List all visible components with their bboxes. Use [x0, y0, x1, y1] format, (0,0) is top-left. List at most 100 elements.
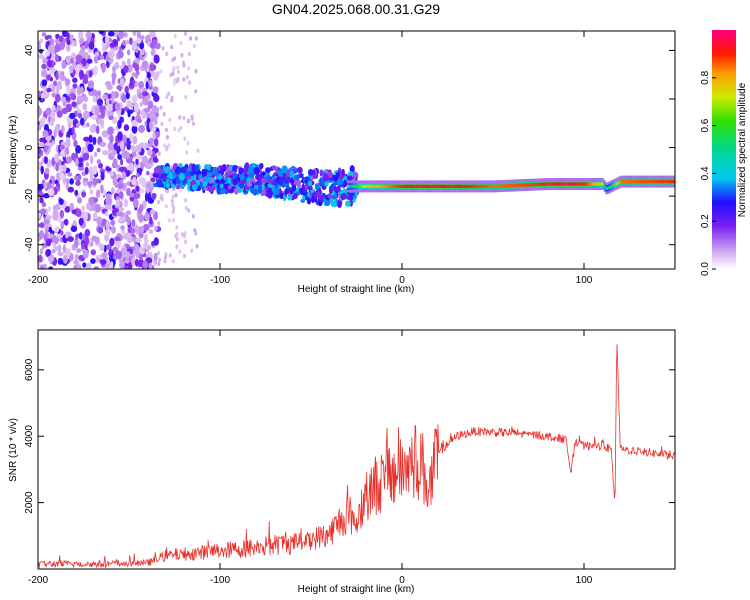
spectrogram-cell — [246, 182, 253, 187]
snr-y-tick-label: 6000 — [24, 358, 35, 381]
spectrogram-cell — [139, 246, 144, 255]
spectrogram-cell — [46, 74, 52, 81]
spectrogram-cell — [89, 173, 94, 183]
spectrogram-cell — [115, 199, 120, 207]
spectrogram-cell — [428, 184, 431, 188]
spectrogram-cell — [149, 110, 156, 119]
spectrogram-cell — [101, 150, 109, 156]
spectrogram-cell — [609, 185, 612, 189]
spectrogram-cell — [622, 180, 625, 184]
spectrogram-cell — [137, 92, 143, 99]
spectrogram-cell — [83, 110, 90, 119]
spectrogram-cell — [354, 184, 357, 188]
spectrogram-cell — [179, 172, 185, 181]
spectrogram-x-tick-label: -200 — [28, 275, 48, 286]
spectrogram-cell — [178, 115, 182, 120]
spectrogram-cell — [599, 182, 601, 186]
spectrogram-cell — [542, 182, 545, 186]
spectrogram-cell — [506, 184, 508, 188]
spectrogram-cell — [41, 63, 47, 70]
spectrogram-cell — [105, 98, 110, 106]
spectrogram-cell — [74, 175, 79, 181]
spectrogram-cell — [458, 184, 460, 188]
spectrogram-cell — [111, 75, 116, 86]
spectrogram-cell — [195, 244, 199, 249]
spectrogram-cell — [126, 49, 131, 56]
spectrogram-cell — [69, 112, 76, 120]
spectrogram-cell — [109, 134, 114, 143]
spectrogram-cell — [131, 219, 136, 228]
spectrogram-cell — [170, 44, 174, 50]
spectrogram-cell — [107, 110, 114, 116]
spectrogram-cell — [244, 163, 250, 171]
spectrogram-cell — [86, 202, 92, 211]
spectrogram-cell — [184, 198, 188, 203]
spectrogram-cell — [184, 205, 188, 211]
spectrogram-cell — [176, 65, 180, 70]
spectrogram-cell — [105, 167, 112, 172]
spectrogram-cell — [156, 179, 163, 187]
spectrogram-cell — [72, 219, 77, 227]
spectrogram-cell — [322, 173, 330, 182]
spectrogram-cell — [664, 180, 667, 184]
spectrogram-cell — [342, 188, 348, 194]
spectrogram-cell — [44, 167, 50, 175]
colorbar-tick-label: 0.8 — [700, 70, 711, 84]
spectrogram-cell — [127, 111, 131, 118]
spectrogram-cell — [172, 67, 175, 73]
spectrogram-cell — [65, 177, 70, 186]
spectrogram-cell — [81, 191, 86, 198]
spectrogram-cell — [192, 43, 196, 49]
spectrogram-cell — [84, 236, 90, 246]
spectrogram-cell — [350, 184, 352, 188]
spectrogram-cell — [190, 248, 194, 253]
spectrogram-cell — [471, 184, 473, 188]
spectrogram-cell — [635, 180, 638, 184]
spectrogram-cell — [74, 189, 79, 196]
spectrogram-cell — [96, 125, 100, 135]
spectrogram-cell — [166, 135, 169, 140]
spectrogram-cell — [176, 69, 180, 75]
spectrogram-cell — [65, 55, 72, 65]
spectrogram-cell — [129, 162, 134, 172]
spectrogram-cell — [142, 260, 149, 269]
spectrogram-cell — [573, 182, 575, 186]
spectrogram-cell — [70, 225, 78, 232]
spectrogram-cell — [94, 107, 100, 116]
spectrogram-cell — [335, 185, 341, 193]
spectrogram-cell — [138, 176, 146, 185]
spectrogram-cell — [564, 182, 566, 186]
spectrogram-cell — [108, 248, 113, 254]
spectrogram-cell — [117, 183, 124, 189]
spectrogram-cell — [202, 180, 207, 188]
spectrogram-cell — [55, 43, 60, 53]
spectrogram-cell — [510, 184, 513, 188]
spectrogram-cell — [461, 184, 463, 188]
spectrogram-cell — [73, 260, 79, 265]
spectrogram-cell — [164, 204, 168, 209]
spectrogram-cell — [49, 38, 55, 45]
spectrogram-cell — [61, 107, 68, 115]
spectrogram-cell — [318, 201, 322, 206]
spectrogram-cell — [602, 182, 604, 186]
spectrogram-cell — [248, 171, 255, 179]
spectrogram-cell — [184, 95, 188, 100]
spectrogram-cell — [90, 240, 94, 247]
spectrogram-cell — [73, 265, 77, 269]
spectrogram-cell — [40, 165, 44, 175]
spectrogram-cell — [53, 245, 59, 252]
spectrogram-cell — [217, 174, 223, 181]
spectrogram-cell — [551, 182, 553, 186]
spectrogram-cell — [354, 191, 358, 197]
spectrogram-cell — [50, 110, 56, 120]
spectrogram-cell — [301, 185, 305, 193]
colorbar-gradient — [712, 30, 736, 269]
spectrogram-cell — [170, 199, 174, 204]
spectrogram-cell — [227, 177, 232, 184]
spectrogram-cell — [615, 182, 617, 186]
spectrogram-cell — [144, 107, 151, 113]
spectrogram-cell — [82, 249, 89, 259]
spectrogram-cell — [75, 64, 83, 71]
spectrogram-y-tick-label: 20 — [24, 93, 35, 105]
spectrogram-cell — [523, 183, 526, 187]
